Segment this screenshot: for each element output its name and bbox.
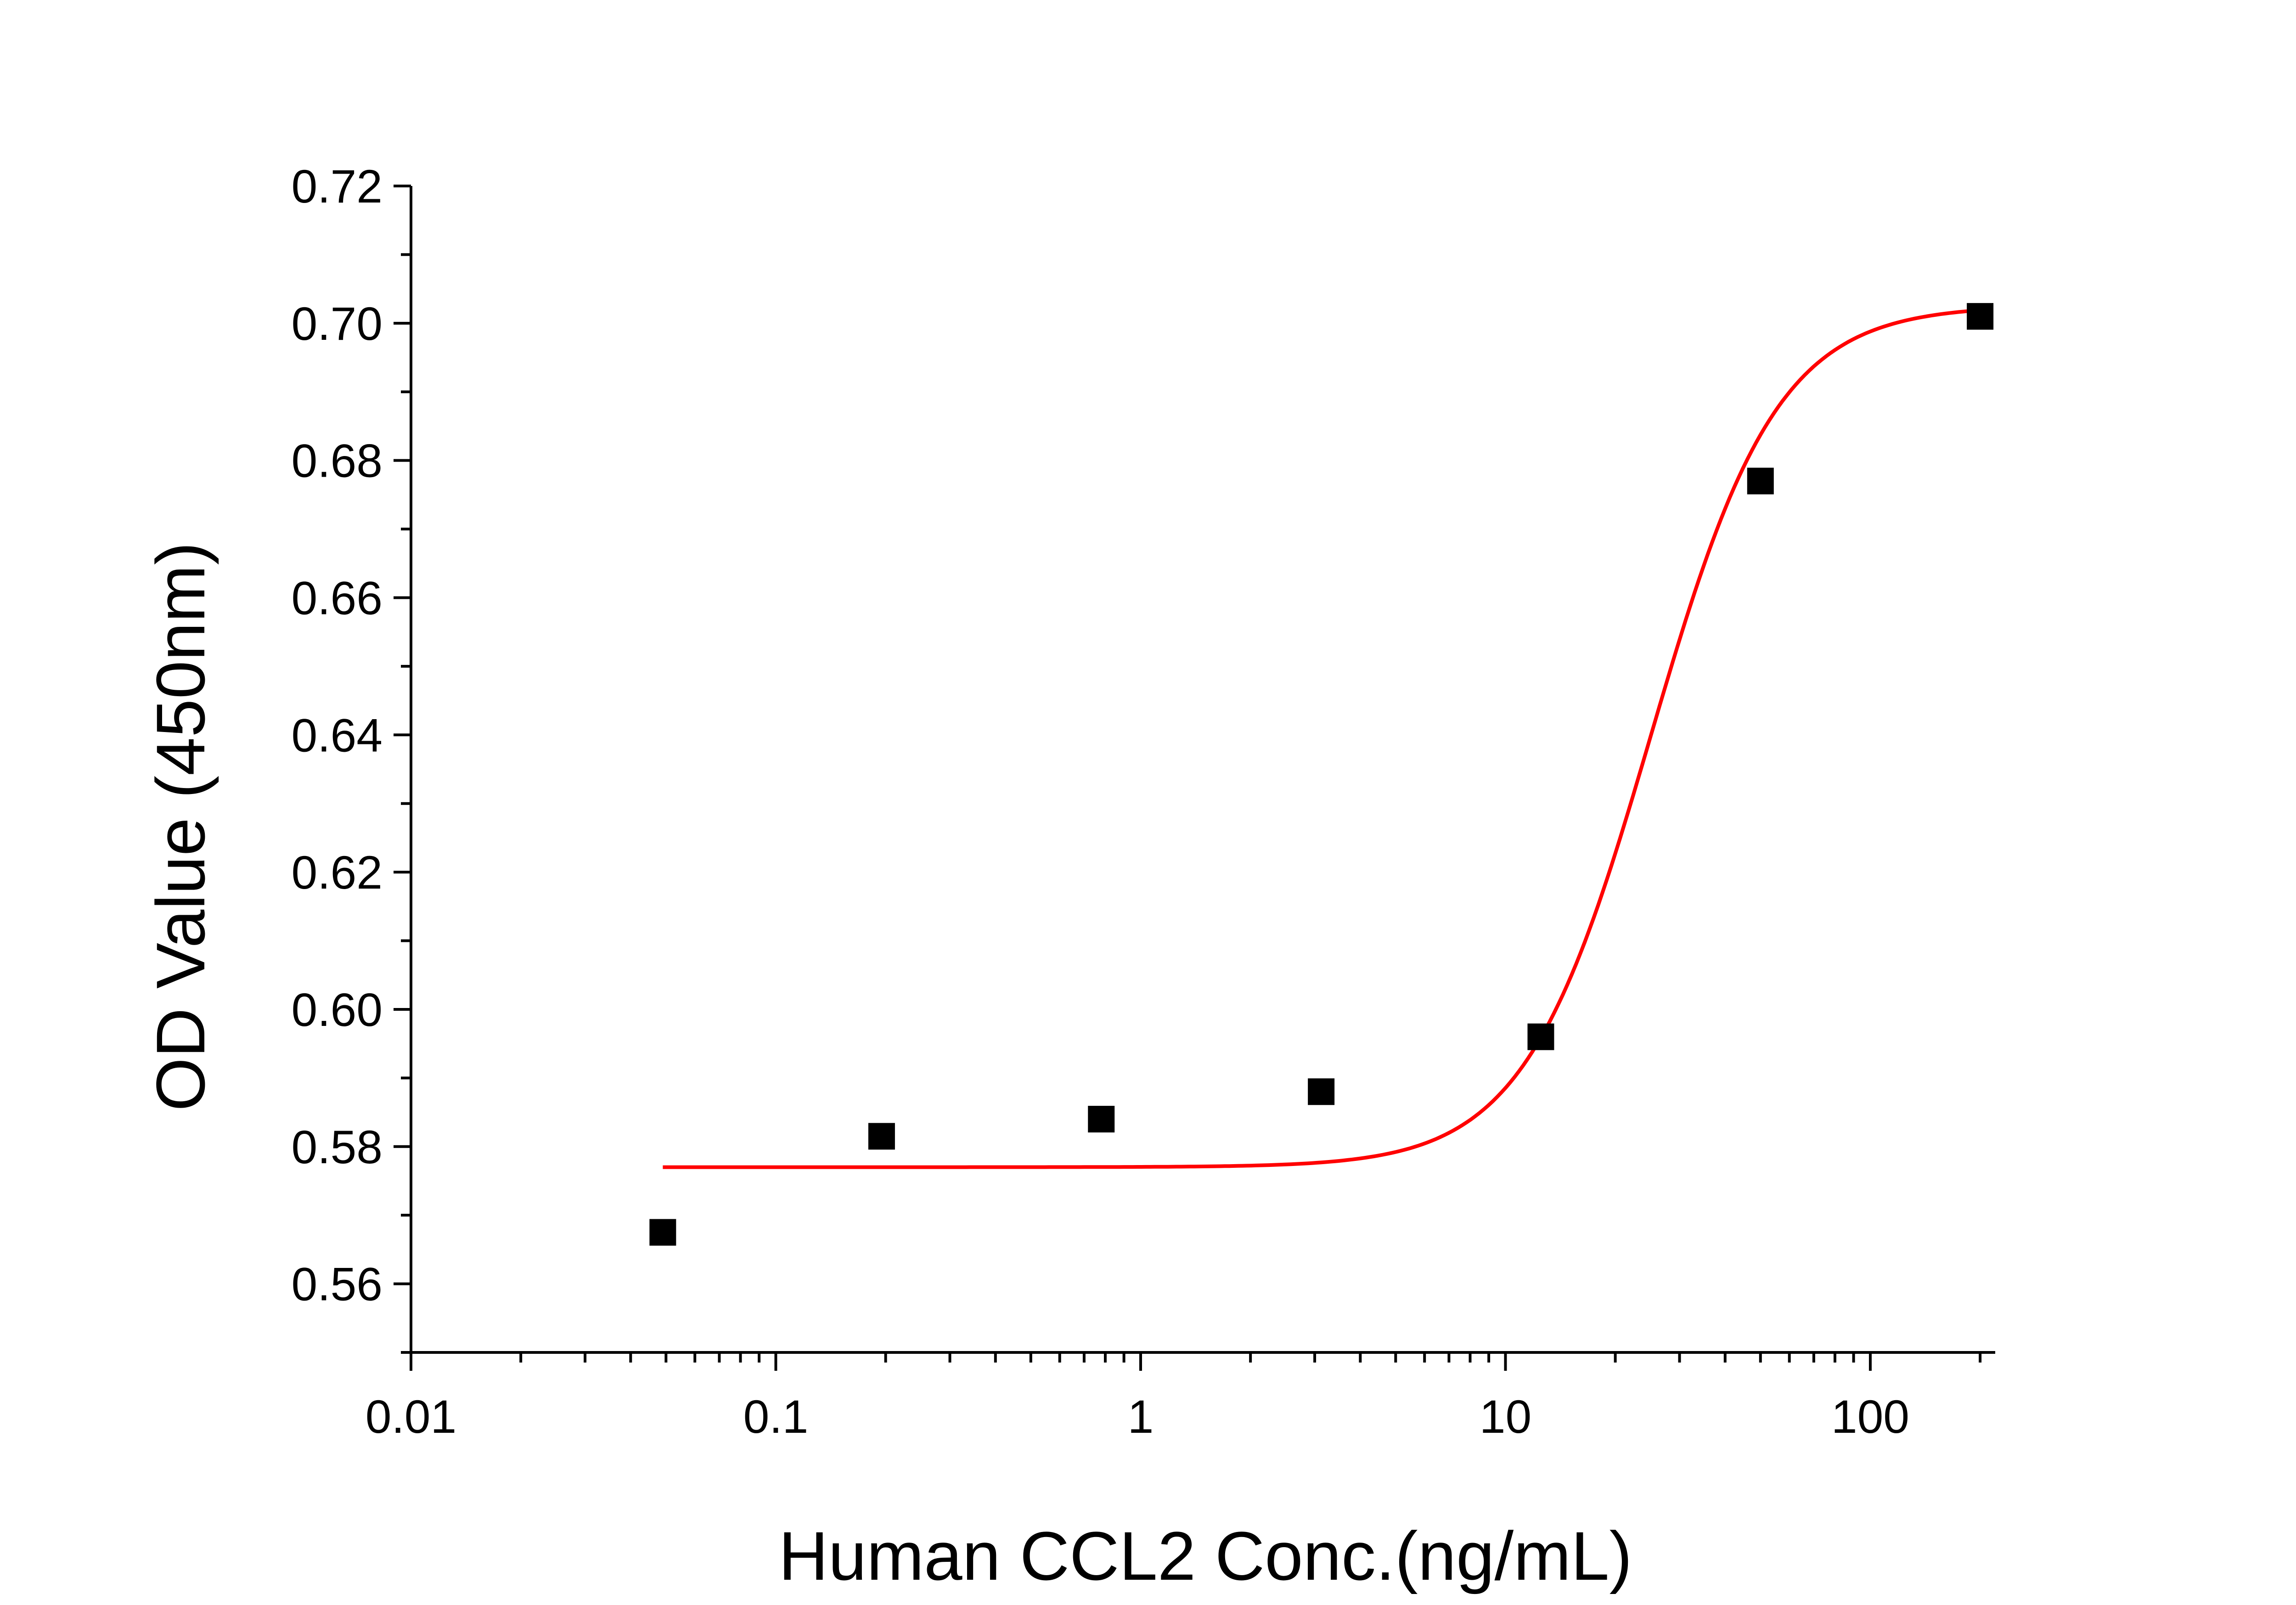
data-point (1308, 1078, 1335, 1105)
x-tick-label: 0.1 (743, 1391, 809, 1443)
y-tick-label: 0.60 (291, 984, 383, 1036)
y-tick-label: 0.72 (291, 160, 383, 213)
data-point (1088, 1106, 1115, 1132)
y-tick-label: 0.66 (291, 572, 383, 624)
x-axis-title: Human CCL2 Conc.(ng/mL) (778, 1517, 1632, 1594)
y-tick-label: 0.62 (291, 846, 383, 899)
data-points-layer (649, 303, 1994, 1246)
tick-labels-layer: 0.56 0.58 0.60 0.62 0.64 0.66 0.68 0.70 0.72 0.01… (291, 160, 1909, 1443)
data-point (1527, 1023, 1554, 1050)
data-point (649, 1219, 676, 1246)
y-tick-label: 0.58 (291, 1121, 383, 1173)
y-tick-label: 0.70 (291, 298, 383, 350)
y-axis-title: OD Value (450nm) (142, 542, 219, 1111)
fit-curve-layer (663, 308, 1981, 1169)
y-tick-label: 0.64 (291, 709, 383, 761)
data-point (1747, 467, 1774, 495)
x-tick-label: 100 (1831, 1391, 1909, 1443)
y-tick-label: 0.68 (291, 435, 383, 487)
data-point (868, 1123, 895, 1150)
data-point (1967, 303, 1994, 330)
axes (394, 185, 1995, 1371)
x-tick-label: 10 (1480, 1391, 1531, 1443)
fit-curve-line (663, 308, 1981, 1169)
x-tick-label: 0.01 (366, 1391, 457, 1443)
y-tick-label: 0.56 (291, 1258, 383, 1311)
x-tick-label: 1 (1128, 1391, 1154, 1443)
